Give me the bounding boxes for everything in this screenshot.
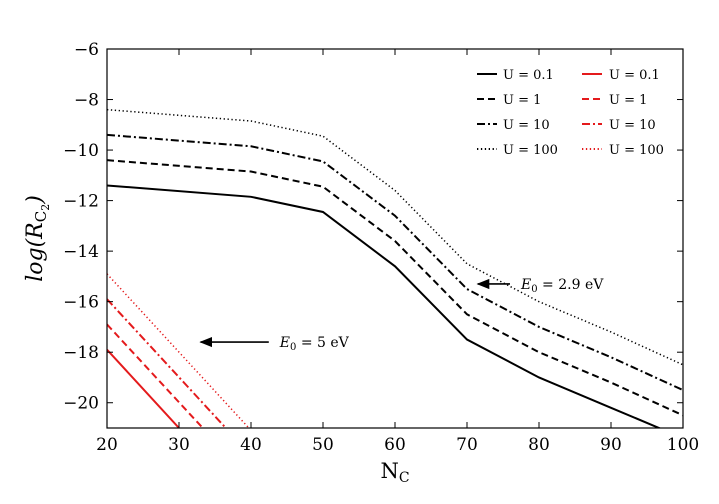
y-tick-label: −12: [63, 192, 99, 212]
series-line-0: [107, 184, 662, 428]
plot-frame: [106, 48, 684, 429]
x-tick-label: 40: [240, 435, 262, 455]
legend-label: U = 10: [503, 118, 550, 133]
x-tick-label: 70: [456, 435, 478, 455]
y-tick-label: −8: [74, 91, 99, 111]
y-tick-label: −20: [63, 394, 99, 414]
legend-label: U = 100: [609, 143, 664, 158]
legend-label: U = 10: [609, 118, 656, 133]
series-layer: [107, 108, 683, 428]
y-tick-label: −10: [63, 141, 99, 161]
x-tick-label: 80: [528, 435, 550, 455]
x-axis-title-sub: C: [399, 470, 410, 486]
series-line-1: [107, 159, 683, 417]
annotation-label: E0 = 2.9 eV: [520, 277, 604, 295]
x-tick-label: 90: [600, 435, 622, 455]
x-axis-title-main: N: [380, 459, 398, 483]
x-tick-label: 100: [667, 435, 699, 455]
y-axis-title-main: log(R: [23, 222, 48, 282]
y-axis-title: log(RC2): [23, 195, 52, 282]
y-tick-label: −6: [74, 40, 99, 60]
y-axis-title-subsub: 2: [39, 204, 52, 211]
annotation-label: E0 = 5 eV: [279, 335, 350, 353]
ticks-layer: 20 30 40 50 60 70 80 90 100 −20 −18 −16 −14 −12 −10 −8 −…: [63, 40, 699, 455]
x-tick-label: 30: [168, 435, 190, 455]
y-tick-label: −18: [63, 343, 99, 363]
y-tick-label: −16: [63, 293, 99, 313]
series-line-3: [107, 108, 683, 366]
series-line-7: [107, 273, 250, 428]
series-line-6: [107, 298, 227, 428]
series-line-2: [107, 133, 683, 392]
annotations: E0 = 2.9 eV E0 = 5 eV: [199, 277, 604, 353]
x-tick-label: 20: [96, 435, 118, 455]
legend-label: U = 1: [503, 93, 541, 108]
y-axis-title-close: ): [23, 195, 48, 205]
x-tick-label: 50: [312, 435, 334, 455]
legend: U = 0.1 U = 1 U = 10 U = 100 U = 0.1 U = 1 U =…: [477, 68, 664, 158]
x-tick-label: 60: [384, 435, 406, 455]
legend-label: U = 0.1: [609, 68, 660, 83]
y-axis-title-sub: C: [32, 211, 50, 222]
series-line-4: [107, 348, 180, 428]
legend-label: U = 0.1: [503, 68, 554, 83]
series-line-5: [107, 323, 204, 428]
y-tick-label: −14: [63, 242, 99, 262]
legend-label: U = 1: [609, 93, 647, 108]
x-axis-title: NC: [380, 459, 409, 486]
legend-label: U = 100: [503, 143, 558, 158]
